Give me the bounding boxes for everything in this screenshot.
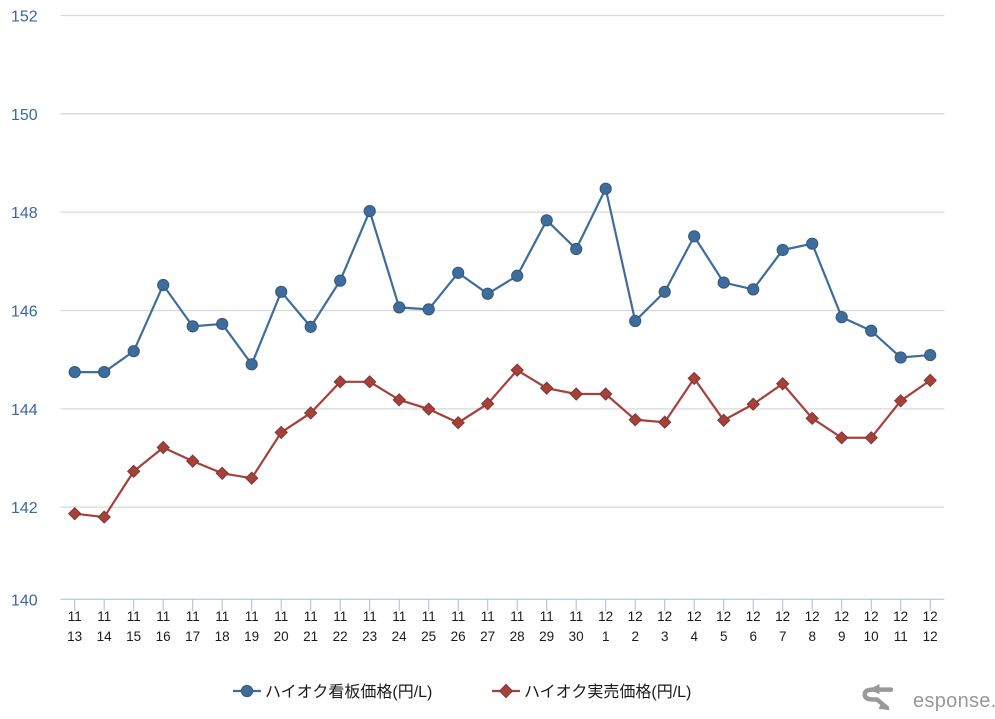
- svg-text:11: 11: [186, 609, 200, 624]
- svg-text:12: 12: [923, 629, 938, 644]
- svg-text:11: 11: [540, 609, 554, 624]
- svg-text:13: 13: [67, 629, 82, 644]
- svg-text:11: 11: [245, 609, 259, 624]
- svg-text:1: 1: [602, 629, 610, 644]
- svg-text:26: 26: [451, 629, 466, 644]
- svg-text:12: 12: [657, 609, 672, 624]
- svg-text:15: 15: [126, 629, 141, 644]
- svg-text:23: 23: [362, 629, 377, 644]
- svg-text:3: 3: [661, 629, 669, 644]
- svg-text:12: 12: [716, 609, 731, 624]
- svg-text:140: 140: [11, 593, 38, 610]
- svg-text:30: 30: [569, 629, 584, 644]
- svg-text:142: 142: [11, 500, 38, 517]
- svg-text:14: 14: [97, 629, 113, 644]
- svg-text:11: 11: [97, 609, 111, 624]
- svg-text:6: 6: [749, 629, 757, 644]
- svg-text:11: 11: [569, 609, 583, 624]
- svg-text:11: 11: [215, 609, 229, 624]
- svg-text:11: 11: [274, 609, 288, 624]
- svg-text:11: 11: [127, 609, 141, 624]
- svg-text:11: 11: [363, 609, 377, 624]
- svg-text:12: 12: [834, 609, 849, 624]
- svg-text:ハイオク実売価格(円/L): ハイオク実売価格(円/L): [524, 683, 691, 701]
- svg-text:7: 7: [779, 629, 787, 644]
- svg-text:144: 144: [11, 402, 38, 419]
- svg-text:4: 4: [690, 629, 698, 644]
- svg-text:18: 18: [215, 629, 230, 644]
- svg-text:12: 12: [687, 609, 702, 624]
- svg-text:24: 24: [392, 629, 408, 644]
- svg-text:8: 8: [808, 629, 816, 644]
- svg-text:11: 11: [333, 609, 347, 624]
- svg-text:10: 10: [864, 629, 879, 644]
- svg-text:11: 11: [510, 609, 524, 624]
- svg-text:11: 11: [68, 609, 82, 624]
- svg-text:21: 21: [303, 629, 318, 644]
- svg-text:29: 29: [539, 629, 554, 644]
- svg-text:11: 11: [422, 609, 436, 624]
- svg-text:11: 11: [894, 629, 908, 644]
- svg-text:11: 11: [304, 609, 318, 624]
- svg-text:11: 11: [451, 609, 465, 624]
- svg-text:150: 150: [11, 107, 38, 124]
- svg-text:5: 5: [720, 629, 728, 644]
- svg-text:12: 12: [746, 609, 761, 624]
- svg-text:11: 11: [392, 609, 406, 624]
- svg-text:12: 12: [775, 609, 790, 624]
- svg-text:20: 20: [274, 629, 289, 644]
- svg-text:9: 9: [838, 629, 846, 644]
- svg-text:27: 27: [480, 629, 495, 644]
- svg-text:11: 11: [156, 609, 170, 624]
- svg-text:22: 22: [333, 629, 348, 644]
- svg-text:12: 12: [893, 609, 908, 624]
- svg-text:12: 12: [923, 609, 938, 624]
- svg-text:152: 152: [11, 9, 38, 26]
- svg-text:25: 25: [421, 629, 436, 644]
- svg-text:16: 16: [156, 629, 171, 644]
- svg-text:12: 12: [864, 609, 879, 624]
- svg-text:esponse.: esponse.: [913, 690, 995, 712]
- svg-text:19: 19: [244, 629, 259, 644]
- svg-text:148: 148: [11, 205, 38, 222]
- svg-text:2: 2: [631, 629, 639, 644]
- svg-text:12: 12: [598, 609, 613, 624]
- svg-text:28: 28: [510, 629, 525, 644]
- svg-text:12: 12: [628, 609, 643, 624]
- svg-text:11: 11: [481, 609, 495, 624]
- svg-text:12: 12: [805, 609, 820, 624]
- svg-text:ハイオク看板価格(円/L): ハイオク看板価格(円/L): [265, 683, 432, 701]
- svg-text:17: 17: [185, 629, 200, 644]
- svg-text:146: 146: [11, 304, 38, 321]
